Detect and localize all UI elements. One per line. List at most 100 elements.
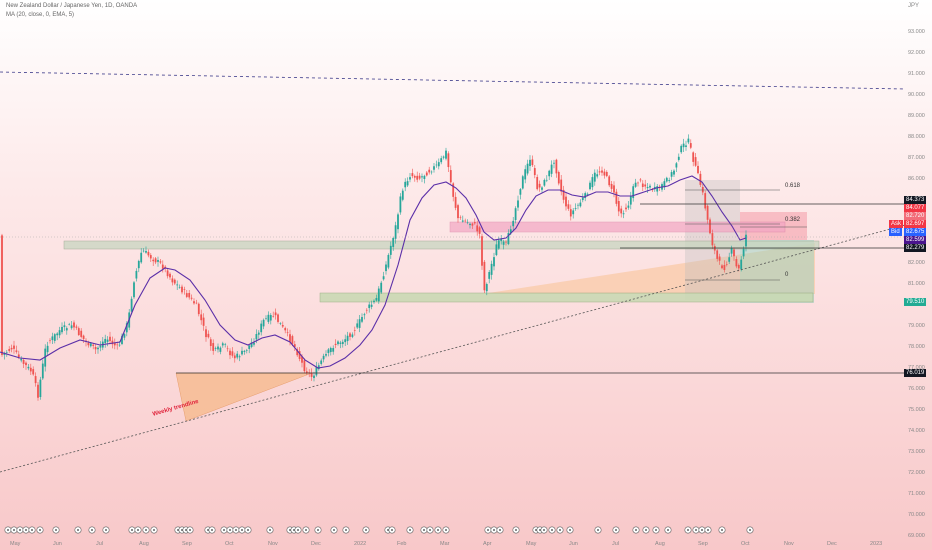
- candle-body: [274, 312, 277, 316]
- event-marker-dot: [597, 529, 599, 531]
- candle-body: [248, 345, 251, 349]
- candle-body: [397, 214, 399, 230]
- candle-body: [608, 176, 611, 186]
- candle-body: [161, 264, 164, 269]
- event-marker-dot: [387, 529, 389, 531]
- candle-body: [742, 248, 745, 257]
- candle-body: [401, 190, 404, 200]
- bid-label[interactable]: Bid: [889, 228, 902, 236]
- candle-body: [353, 330, 356, 331]
- event-marker-dot: [269, 529, 271, 531]
- ask-label[interactable]: Ask: [889, 220, 904, 228]
- event-marker-dot: [153, 529, 155, 531]
- time-tick: Apr: [483, 541, 492, 547]
- candle-body: [567, 204, 570, 209]
- candle-body: [279, 323, 282, 324]
- candle-body: [233, 355, 236, 359]
- event-marker-dot: [635, 529, 637, 531]
- candle-body: [214, 347, 217, 349]
- candle-body: [241, 350, 243, 355]
- candle-body: [649, 185, 651, 188]
- event-marker-dot: [105, 529, 107, 531]
- price-tick: 88.000: [908, 134, 925, 140]
- event-marker-dot: [189, 529, 191, 531]
- time-tick: Nov: [268, 541, 278, 547]
- candle-body: [464, 220, 467, 222]
- candle-body: [34, 376, 37, 384]
- candle-body: [58, 330, 61, 336]
- price-tag-76: 76.019: [904, 369, 927, 377]
- candle-body: [509, 229, 512, 234]
- candle-body: [545, 179, 548, 181]
- candle-body: [51, 336, 54, 341]
- candle-body: [735, 259, 738, 267]
- candle-body: [433, 166, 435, 170]
- event-marker-dot: [345, 529, 347, 531]
- time-tick: Mar: [440, 541, 450, 547]
- price-tick: 87.000: [908, 155, 925, 161]
- candle-body: [39, 379, 42, 398]
- candle-body: [224, 344, 227, 345]
- candle-body: [82, 335, 85, 339]
- price-tick: 69.000: [908, 533, 925, 539]
- candle-body: [701, 186, 704, 193]
- candle-body: [37, 384, 39, 398]
- candle-body: [533, 168, 536, 176]
- candle-body: [63, 325, 66, 328]
- currency-label: JPY: [908, 3, 920, 9]
- candle-body: [646, 186, 649, 189]
- indicator-legend[interactable]: MA (20, close, 0, EMA, 5): [6, 12, 75, 18]
- candle-body: [25, 362, 27, 366]
- candle-body: [171, 278, 174, 283]
- candle-body: [147, 251, 150, 256]
- candle-body: [605, 171, 608, 177]
- candle-body: [385, 264, 387, 272]
- candle-body: [699, 173, 702, 185]
- candle-body: [548, 170, 551, 177]
- candle-body: [704, 193, 707, 209]
- candle-body: [145, 250, 147, 253]
- candle-body: [363, 314, 366, 316]
- time-tick: Dec: [311, 541, 321, 547]
- time-tick: Jul: [96, 541, 104, 547]
- candle-body: [560, 179, 563, 192]
- candle-body: [3, 352, 6, 356]
- price-tick: 92.000: [908, 50, 925, 56]
- candle-body: [286, 332, 289, 333]
- candle-body: [320, 360, 323, 364]
- candle-body: [260, 323, 263, 333]
- candle-body: [584, 193, 587, 199]
- candle-body: [452, 183, 455, 197]
- symbol-title[interactable]: New Zealand Dollar / Japanese Yen, 1D, O…: [6, 3, 138, 9]
- candle-body: [711, 233, 714, 246]
- candle-body: [680, 145, 683, 153]
- candle-body: [469, 223, 471, 226]
- candle-body: [639, 179, 642, 181]
- event-marker-dot: [7, 529, 9, 531]
- bid-value[interactable]: 82.675: [904, 228, 927, 236]
- candle-body: [296, 349, 299, 356]
- candle-body: [709, 219, 711, 234]
- candle-body: [613, 185, 615, 193]
- candle-body: [569, 209, 572, 217]
- candle-body: [377, 288, 380, 302]
- candle-body: [41, 363, 44, 379]
- candle-body: [728, 257, 731, 262]
- time-tick: Dec: [827, 541, 837, 547]
- candle-body: [502, 241, 505, 245]
- event-marker-dot: [223, 529, 225, 531]
- candle-body: [550, 164, 553, 174]
- candle-body: [303, 360, 306, 372]
- event-marker-dot: [185, 529, 187, 531]
- candle-body: [673, 170, 675, 175]
- candle-body: [253, 342, 255, 345]
- candle-body: [310, 372, 313, 377]
- ask-value[interactable]: 82.697: [904, 220, 927, 228]
- candle-body: [22, 359, 25, 364]
- candle-body: [459, 217, 462, 218]
- candle-body: [272, 315, 275, 317]
- candle-body: [565, 196, 567, 207]
- candle-body: [625, 207, 627, 210]
